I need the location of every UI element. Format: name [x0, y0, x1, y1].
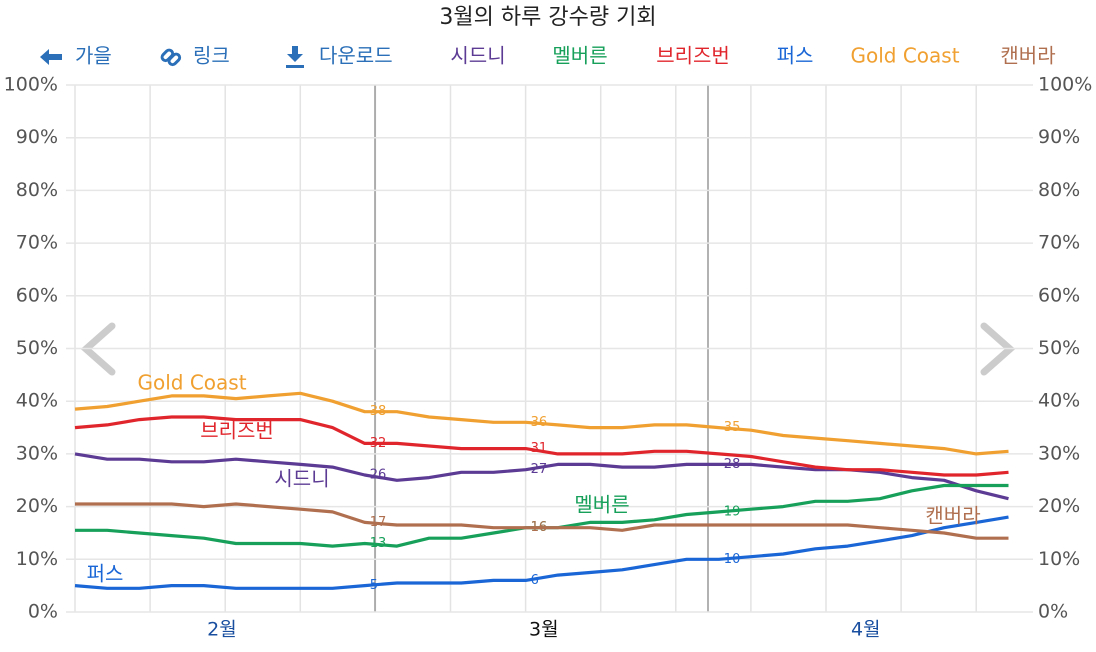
data-label: 5	[370, 578, 378, 593]
series-label: 퍼스	[87, 562, 124, 586]
y2-tick-label: 90%	[1038, 126, 1080, 148]
y2-tick-label: 80%	[1038, 179, 1080, 201]
y2-tick-label: 40%	[1038, 390, 1080, 412]
link-icon	[160, 48, 182, 67]
data-label: 31	[531, 441, 548, 456]
y2-tick-label: 50%	[1038, 337, 1080, 359]
y2-tick-label: 70%	[1038, 232, 1080, 254]
y-tick-label: 90%	[16, 126, 58, 148]
y-tick-label: 100%	[4, 74, 58, 96]
legend-label: 시드니	[450, 44, 505, 68]
data-label: 19	[724, 504, 741, 519]
nav-download[interactable]: 다운로드	[286, 44, 393, 69]
series-line	[75, 483, 1009, 548]
y-tick-label: 50%	[16, 337, 58, 359]
data-label: 36	[531, 415, 548, 430]
y2-tick-label: 30%	[1038, 442, 1080, 464]
y2-tick-label: 0%	[1038, 601, 1068, 623]
y-tick-label: 70%	[16, 232, 58, 254]
data-label: 13	[370, 536, 387, 551]
data-label: 17	[370, 515, 387, 530]
y2-tick-label: 10%	[1038, 548, 1080, 570]
y2-tick-label: 20%	[1038, 495, 1080, 517]
series-label: 시드니	[274, 467, 329, 491]
download-icon	[286, 46, 304, 68]
x-tick-label: 2월	[207, 619, 237, 641]
chart-title: 3월의 하루 강수량 기회	[439, 5, 656, 30]
series-label: 브리즈번	[200, 419, 274, 443]
series-label: Gold Coast	[137, 371, 246, 395]
series-line	[75, 502, 1009, 540]
data-label: 27	[531, 462, 548, 477]
back-icon	[40, 49, 62, 65]
y-tick-label: 10%	[16, 548, 58, 570]
series-label: 캔버라	[925, 504, 980, 528]
series-line	[74, 391, 1009, 456]
data-label: 16	[531, 520, 548, 535]
data-label: 6	[531, 573, 539, 588]
y2-tick-label: 100%	[1038, 74, 1092, 96]
data-label: 28	[724, 457, 741, 472]
nav-label: 다운로드	[319, 44, 393, 68]
legend-label: Gold Coast	[850, 44, 959, 68]
y2-tick-label: 60%	[1038, 284, 1080, 306]
nav-label: 링크	[193, 44, 230, 68]
y-tick-label: 40%	[16, 390, 58, 412]
x-tick-label: 4월	[851, 619, 881, 641]
data-label: 38	[370, 404, 387, 419]
data-label: 10	[724, 552, 741, 567]
data-label: 26	[370, 467, 387, 482]
series-label: 멜버른	[574, 493, 629, 517]
series-line	[74, 415, 1009, 477]
legend-label: 퍼스	[777, 44, 814, 68]
y-tick-label: 0%	[28, 601, 58, 623]
series-line	[74, 515, 1009, 590]
y-tick-label: 60%	[16, 284, 58, 306]
nav-link[interactable]: 링크	[160, 44, 230, 68]
nav-label: 가을	[75, 44, 112, 68]
data-label: 32	[370, 436, 387, 451]
y-tick-label: 80%	[16, 179, 58, 201]
legend-label: 캔버라	[1000, 44, 1055, 68]
y-tick-label: 20%	[16, 495, 58, 517]
legend-label: 브리즈번	[656, 44, 730, 68]
nav-back[interactable]: 가을	[40, 44, 112, 68]
data-label: 35	[724, 420, 741, 435]
y-tick-label: 30%	[16, 442, 58, 464]
x-tick-label: 3월	[529, 619, 559, 641]
legend-label: 멜버른	[552, 44, 607, 68]
